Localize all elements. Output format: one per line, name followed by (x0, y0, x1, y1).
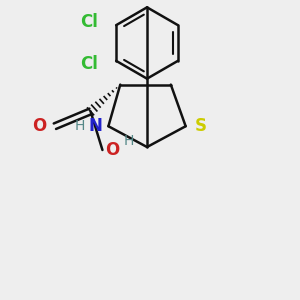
Text: S: S (195, 117, 207, 135)
Text: Cl: Cl (80, 55, 98, 73)
Text: H: H (74, 119, 85, 133)
Text: O: O (32, 117, 46, 135)
Text: H: H (123, 134, 134, 148)
Text: Cl: Cl (80, 13, 98, 31)
Text: O: O (105, 141, 120, 159)
Text: N: N (88, 117, 102, 135)
